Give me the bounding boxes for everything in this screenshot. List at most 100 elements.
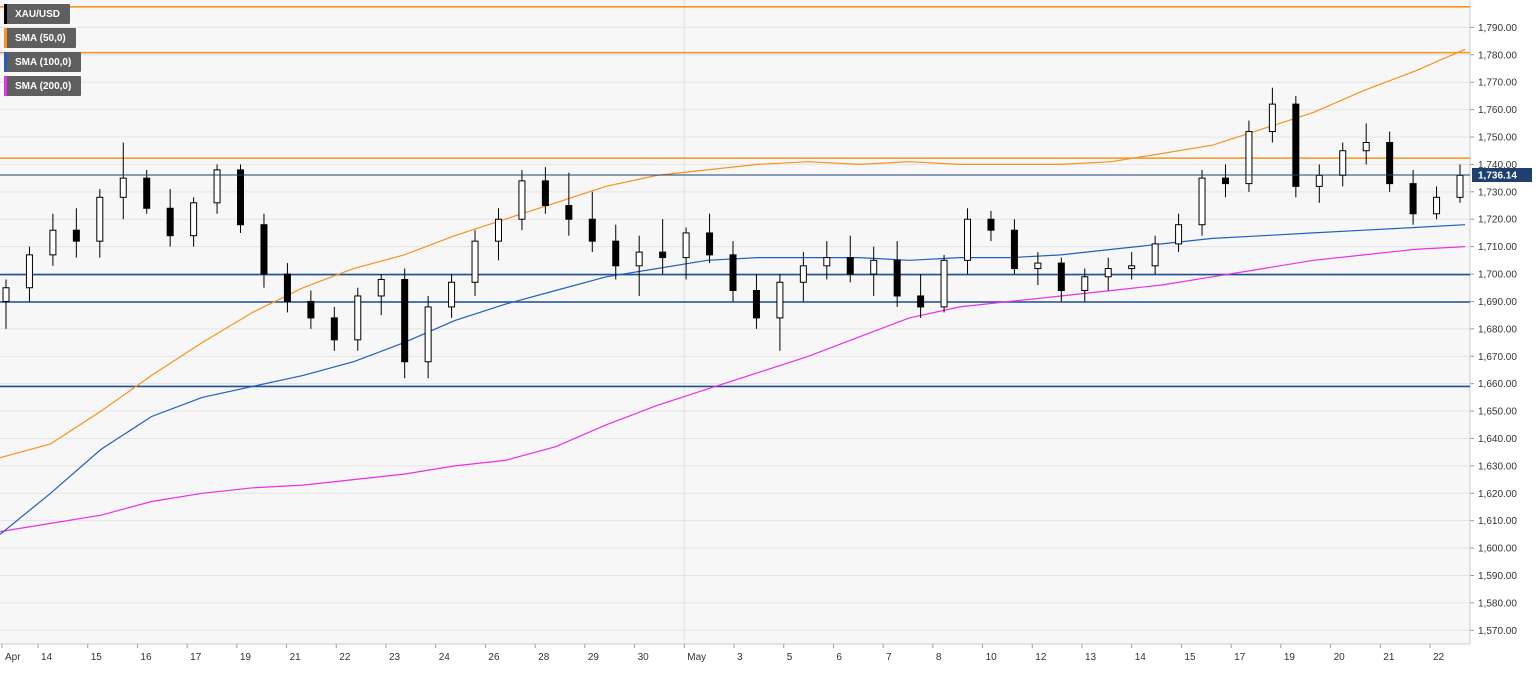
candle-body bbox=[1128, 265, 1136, 270]
candle-body bbox=[330, 317, 338, 341]
legend-item[interactable]: XAU/USD bbox=[4, 4, 71, 24]
candle-body bbox=[260, 224, 268, 275]
y-tick-label: 1,580.00 bbox=[1478, 598, 1517, 609]
candle-body bbox=[143, 177, 151, 209]
x-tick-label: Apr bbox=[5, 652, 21, 663]
candle-body bbox=[964, 218, 972, 261]
y-tick-label: 1,600.00 bbox=[1478, 544, 1517, 555]
x-tick-label: 7 bbox=[886, 652, 892, 663]
y-tick-label: 1,660.00 bbox=[1478, 379, 1517, 390]
candle-body bbox=[1221, 177, 1229, 185]
candle-body bbox=[893, 259, 901, 297]
x-tick-label: 19 bbox=[1284, 652, 1296, 663]
x-tick-label: 20 bbox=[1334, 652, 1346, 663]
current-price-tag bbox=[1472, 168, 1532, 183]
legend-label: XAU/USD bbox=[15, 8, 61, 20]
y-tick-label: 1,710.00 bbox=[1478, 242, 1517, 253]
x-tick-label: 23 bbox=[389, 652, 401, 663]
plot-background bbox=[0, 0, 1470, 644]
y-tick-label: 1,750.00 bbox=[1478, 133, 1517, 144]
candle-body bbox=[799, 265, 807, 283]
x-tick-label: 16 bbox=[140, 652, 152, 663]
y-tick-label: 1,690.00 bbox=[1478, 297, 1517, 308]
y-tick-label: 1,790.00 bbox=[1478, 23, 1517, 34]
x-tick-label: 14 bbox=[41, 652, 53, 663]
candle-body bbox=[776, 281, 784, 319]
candle-body bbox=[1339, 150, 1347, 176]
legend-swatch bbox=[4, 76, 7, 96]
candle-body bbox=[682, 232, 690, 259]
sma-200-line bbox=[0, 246, 1466, 533]
candle-body bbox=[307, 300, 315, 319]
candle-body bbox=[471, 240, 479, 283]
candle-body bbox=[354, 295, 362, 341]
candle-body bbox=[752, 289, 760, 319]
candle-body bbox=[1151, 243, 1159, 267]
candle-body bbox=[1057, 262, 1065, 291]
candle-body bbox=[870, 259, 878, 275]
candle-body bbox=[1456, 174, 1464, 198]
legend-label: SMA (100,0) bbox=[15, 56, 72, 68]
x-tick-label: 22 bbox=[1433, 652, 1445, 663]
x-tick-label: 29 bbox=[588, 652, 600, 663]
x-tick-label: 6 bbox=[836, 652, 842, 663]
x-tick-label: 26 bbox=[488, 652, 500, 663]
candle-body bbox=[401, 279, 409, 363]
x-tick-label: 3 bbox=[737, 652, 743, 663]
candle-body bbox=[729, 254, 737, 291]
x-tick-label: 21 bbox=[1383, 652, 1395, 663]
candle-body bbox=[424, 306, 432, 363]
candle-body bbox=[72, 229, 80, 242]
candle-body bbox=[846, 257, 854, 275]
candle-body bbox=[706, 232, 714, 256]
y-tick-label: 1,720.00 bbox=[1478, 215, 1517, 226]
x-tick-label: 12 bbox=[1035, 652, 1047, 663]
candle-body bbox=[1034, 262, 1042, 270]
candle-body bbox=[659, 251, 667, 259]
candle-body bbox=[2, 287, 10, 302]
candle-body bbox=[96, 196, 104, 242]
y-tick-label: 1,610.00 bbox=[1478, 516, 1517, 527]
legend-swatch bbox=[4, 4, 7, 24]
candle-body bbox=[1292, 103, 1300, 187]
candle-body bbox=[917, 295, 925, 308]
candle-body bbox=[1386, 142, 1394, 185]
candle-body bbox=[1268, 103, 1276, 133]
y-tick-label: 1,630.00 bbox=[1478, 461, 1517, 472]
y-tick-label: 1,700.00 bbox=[1478, 270, 1517, 281]
candle-body bbox=[940, 259, 948, 308]
y-tick-label: 1,640.00 bbox=[1478, 434, 1517, 445]
x-tick-label: 15 bbox=[1184, 652, 1196, 663]
y-tick-label: 1,620.00 bbox=[1478, 489, 1517, 500]
candle-body bbox=[612, 240, 620, 267]
x-tick-label: 13 bbox=[1085, 652, 1097, 663]
candle-body bbox=[25, 254, 33, 289]
y-tick-label: 1,590.00 bbox=[1478, 571, 1517, 582]
y-tick-label: 1,670.00 bbox=[1478, 352, 1517, 363]
candle-body bbox=[1104, 268, 1112, 278]
candle-body bbox=[1245, 131, 1253, 185]
legend-item[interactable]: SMA (100,0) bbox=[4, 52, 82, 72]
candle-body bbox=[987, 218, 995, 231]
legend-item[interactable]: SMA (50,0) bbox=[4, 28, 76, 48]
x-tick-label: 22 bbox=[339, 652, 351, 663]
sma-50-line bbox=[0, 48, 1466, 459]
candle-body bbox=[494, 218, 502, 242]
candle-body bbox=[190, 202, 198, 237]
current-price-label: 1,736.14 bbox=[1478, 171, 1517, 182]
candle-body bbox=[1433, 196, 1441, 215]
candle-body bbox=[283, 273, 291, 302]
y-tick-label: 1,680.00 bbox=[1478, 324, 1517, 335]
legend-item[interactable]: SMA (200,0) bbox=[4, 76, 82, 96]
candle-body bbox=[213, 169, 221, 204]
y-tick-label: 1,570.00 bbox=[1478, 626, 1517, 637]
y-tick-label: 1,650.00 bbox=[1478, 407, 1517, 418]
candle-body bbox=[1362, 142, 1370, 152]
candle-body bbox=[588, 218, 596, 242]
x-tick-label: 24 bbox=[439, 652, 451, 663]
legend: XAU/USD SMA (50,0) SMA (100,0) SMA (200,0) bbox=[4, 4, 82, 100]
candle-body bbox=[565, 205, 573, 220]
candle-body bbox=[1409, 183, 1417, 215]
x-tick-label: 19 bbox=[240, 652, 252, 663]
legend-swatch bbox=[4, 28, 7, 48]
